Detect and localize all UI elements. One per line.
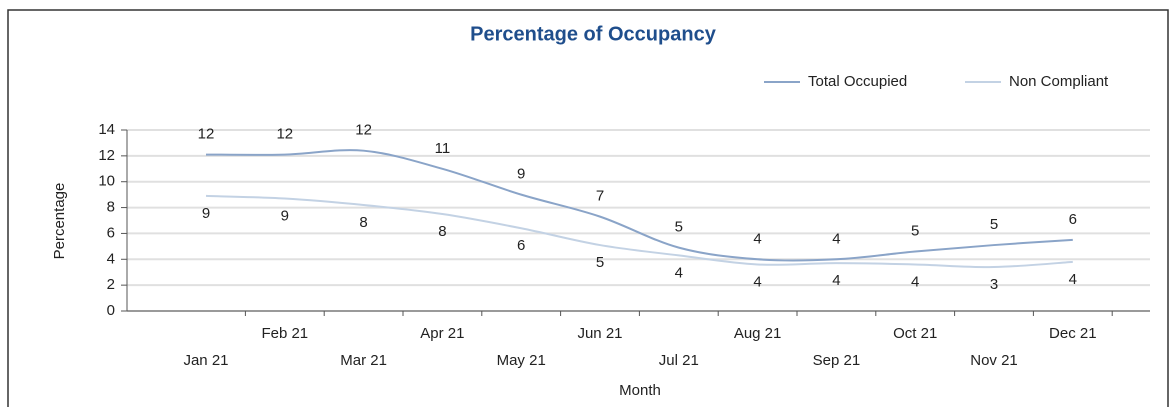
series-line <box>205 194 1073 269</box>
data-label: 7 <box>596 188 604 205</box>
y-tick-label: 6 <box>107 224 115 241</box>
y-tick-label: 12 <box>98 147 115 164</box>
x-tick-label: Jun 21 <box>577 325 622 342</box>
data-label: 11 <box>435 140 451 157</box>
x-tick-label: Jul 21 <box>659 352 699 369</box>
data-label: 4 <box>832 272 840 289</box>
y-tick-label: 0 <box>107 302 115 319</box>
data-label: 5 <box>675 219 683 236</box>
data-label: 9 <box>517 166 525 183</box>
legend-label: Non Compliant <box>1009 73 1109 90</box>
y-tick-label: 4 <box>107 250 115 267</box>
data-label: 8 <box>359 214 367 231</box>
data-label: 4 <box>1069 271 1077 288</box>
data-label: 8 <box>438 223 446 240</box>
data-label: 6 <box>517 237 525 254</box>
x-tick-label: Feb 21 <box>261 325 308 342</box>
x-tick-label: Oct 21 <box>893 325 937 342</box>
data-label: 12 <box>198 126 215 143</box>
x-axis-label: Month <box>619 382 661 399</box>
x-tick-label: Sep 21 <box>813 352 861 369</box>
data-label: 6 <box>1069 211 1077 228</box>
data-label: 5 <box>911 222 919 239</box>
y-tick-label: 10 <box>98 173 115 190</box>
x-tick-label: Jan 21 <box>183 352 228 369</box>
x-tick-label: Apr 21 <box>420 325 464 342</box>
x-tick-label: Mar 21 <box>340 352 387 369</box>
data-label: 4 <box>911 273 919 290</box>
legend-label: Total Occupied <box>808 73 907 90</box>
y-tick-label: 8 <box>107 199 115 216</box>
data-label: 9 <box>281 207 289 224</box>
data-label: 4 <box>753 273 761 290</box>
x-tick-label: Aug 21 <box>734 325 782 342</box>
y-axis-label: Percentage <box>51 183 68 260</box>
x-tick-label: Nov 21 <box>970 352 1018 369</box>
data-label: 4 <box>832 230 840 247</box>
chart-title: Percentage of Occupancy <box>470 23 717 45</box>
data-label: 9 <box>202 205 210 222</box>
data-label: 4 <box>675 264 683 281</box>
data-label: 4 <box>753 230 761 247</box>
data-label: 12 <box>355 122 372 139</box>
x-tick-label: Dec 21 <box>1049 325 1097 342</box>
data-label: 12 <box>276 126 293 143</box>
y-tick-label: 14 <box>98 121 115 138</box>
data-label: 3 <box>990 276 998 293</box>
y-tick-label: 2 <box>107 276 115 293</box>
data-label: 5 <box>596 254 604 271</box>
data-label: 5 <box>990 216 998 233</box>
x-tick-label: May 21 <box>497 352 546 369</box>
series-line <box>205 149 1073 262</box>
